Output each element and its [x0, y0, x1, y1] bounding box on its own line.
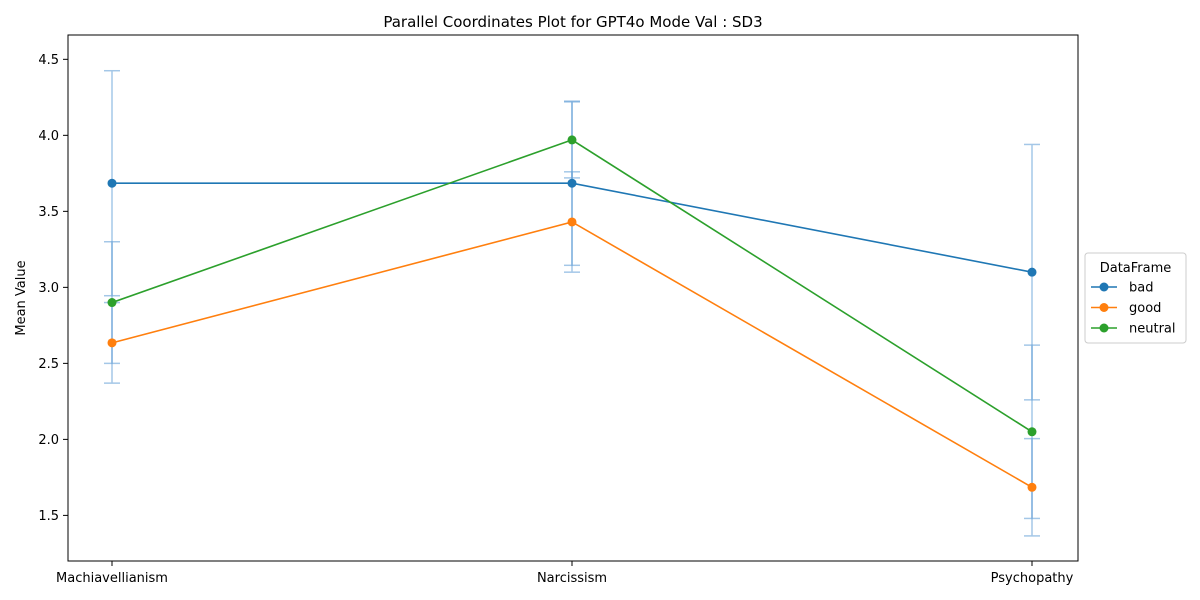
y-tick-label: 1.5: [38, 509, 59, 524]
x-tick-label: Psychopathy: [991, 571, 1074, 586]
y-tick-label: 2.0: [38, 433, 59, 448]
legend-label-bad: bad: [1129, 281, 1153, 296]
y-tick-label: 3.5: [38, 205, 59, 220]
y-axis: 1.5 2.0 2.5 3.0 3.5 4.0 4.5: [38, 53, 68, 524]
data-point-neutral: [107, 298, 117, 308]
y-tick-label: 4.0: [38, 129, 59, 144]
y-tick-label: 3.0: [38, 281, 59, 296]
data-point-good: [107, 338, 117, 348]
legend-marker-good: [1099, 303, 1109, 312]
series-lines: [107, 135, 1037, 492]
data-point-good: [1027, 482, 1037, 492]
data-point-good: [567, 217, 577, 227]
y-tick-label: 4.5: [38, 53, 59, 68]
x-tick-label: Machiavellianism: [56, 571, 168, 586]
legend-title: DataFrame: [1100, 261, 1172, 276]
y-tick-label: 2.5: [38, 357, 59, 372]
x-axis: Machiavellianism Narcissism Psychopathy: [56, 561, 1074, 586]
data-point-neutral: [1027, 427, 1037, 437]
legend-marker-bad: [1099, 282, 1109, 292]
data-point-neutral: [567, 135, 577, 145]
data-point-bad: [107, 178, 117, 188]
legend: DataFrame bad good neutral: [1084, 252, 1187, 344]
chart-title: Parallel Coordinates Plot for GPT4o Mode…: [383, 13, 762, 31]
legend-label-neutral: neutral: [1129, 322, 1176, 337]
legend-box: [1084, 252, 1187, 344]
y-axis-label: Mean Value: [14, 260, 29, 335]
data-point-bad: [1027, 267, 1037, 277]
legend-marker-neutral: [1099, 323, 1109, 333]
data-point-bad: [567, 178, 577, 188]
legend-label-good: good: [1129, 301, 1161, 316]
x-tick-label: Narcissism: [537, 571, 607, 586]
plot-area: [67, 34, 1079, 562]
